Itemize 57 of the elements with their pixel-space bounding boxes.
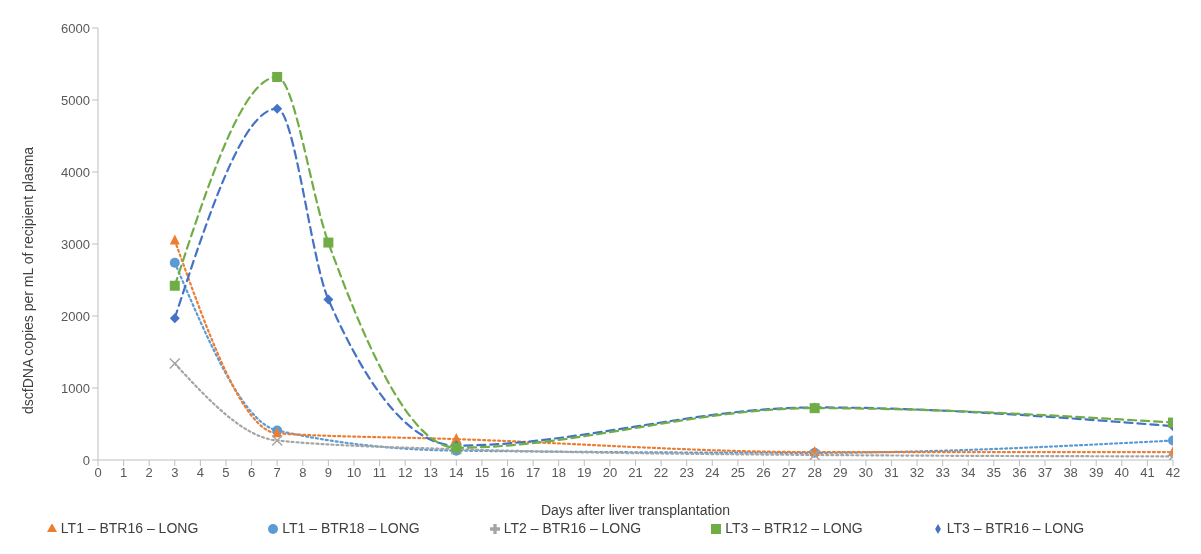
x-tick-label: 17: [525, 465, 541, 481]
x-tick-label: 19: [577, 465, 592, 481]
x-tick-label: 15: [474, 465, 490, 481]
legend-label: LT2 – BTR16 – LONG: [503, 520, 642, 536]
y-tick-label: 5000: [61, 92, 90, 108]
legend-label: LT3 – BTR16 – LONG: [946, 520, 1085, 536]
y-tick-label: 3000: [61, 236, 90, 252]
x-tick-label: 8: [299, 465, 307, 481]
x-tick-label: 4: [196, 465, 204, 481]
x-tick-label: 25: [730, 465, 746, 481]
x-tick-label: 37: [1037, 465, 1053, 481]
y-tick-label: 4000: [61, 164, 90, 180]
x-tick-label: 7: [273, 465, 281, 481]
legend-label: LT1 – BTR18 – LONG: [282, 520, 420, 536]
x-tick-label: 27: [781, 465, 797, 481]
x-tick-label: 1: [119, 465, 128, 481]
x-tick-label: 39: [1088, 465, 1104, 481]
x-tick-label: 10: [346, 465, 362, 481]
legend-label: LT3 – BTR12 – LONG: [725, 520, 863, 536]
x-tick-label: 3: [171, 465, 179, 481]
y-tick-label: 6000: [61, 20, 90, 36]
x-tick-label: 36: [1012, 465, 1027, 481]
x-tick-label: 41: [1140, 465, 1155, 481]
x-tick-label: 40: [1114, 465, 1130, 481]
y-axis-title: dscfDNA copies per mL of recipient plasma: [19, 146, 36, 414]
x-tick-label: 30: [858, 465, 874, 481]
x-tick-label: 5: [222, 465, 230, 481]
x-tick-label: 42: [1165, 465, 1181, 481]
x-tick-label: 32: [909, 465, 925, 481]
x-tick-label: 33: [935, 465, 950, 481]
x-tick-label: 31: [884, 465, 899, 481]
x-tick-label: 38: [1063, 465, 1078, 481]
x-tick-label: 34: [961, 465, 976, 481]
x-tick-label: 21: [628, 465, 643, 481]
x-tick-label: 2: [145, 465, 153, 481]
y-tick-label: 0: [82, 452, 90, 468]
y-tick-label: 2000: [61, 308, 90, 324]
x-tick-label: 6: [247, 465, 256, 481]
x-tick-label: 18: [551, 465, 566, 481]
x-tick-label: 12: [397, 465, 413, 481]
x-tick-label: 26: [756, 465, 771, 481]
x-tick-label: 35: [986, 465, 1002, 481]
x-tick-label: 0: [94, 465, 102, 481]
x-tick-label: 24: [705, 465, 720, 481]
x-tick-label: 23: [679, 465, 694, 481]
legend-label: LT1 – BTR16 – LONG: [60, 520, 199, 536]
x-tick-label: 11: [372, 465, 387, 481]
x-tick-label: 29: [833, 465, 848, 481]
x-tick-label: 22: [653, 465, 669, 481]
y-tick-label: 1000: [61, 380, 90, 396]
x-tick-label: 14: [449, 465, 464, 481]
x-tick-label: 16: [500, 465, 515, 481]
x-tick-label: 28: [807, 465, 822, 481]
x-tick-label: 20: [602, 465, 618, 481]
x-axis-title: Days after liver transplantation: [540, 502, 731, 518]
x-tick-label: 9: [324, 465, 332, 481]
x-tick-label: 13: [423, 465, 438, 481]
